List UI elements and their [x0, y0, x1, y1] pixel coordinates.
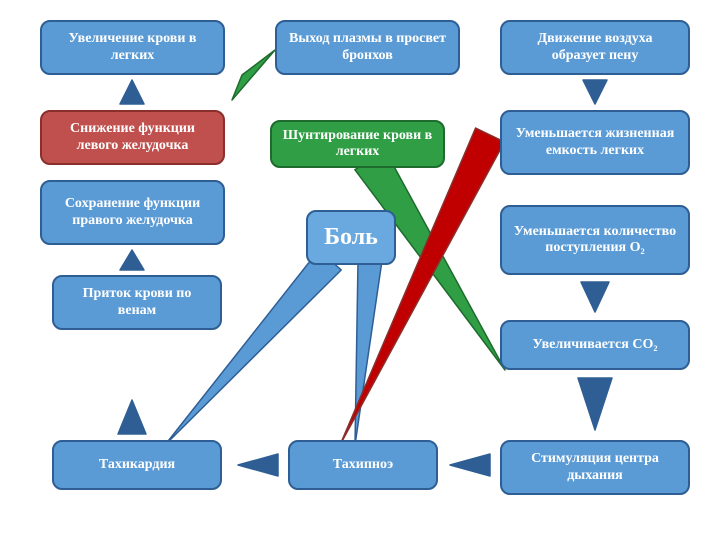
node-label: Уменьшается жизненная емкость легких [510, 126, 680, 158]
node-tachypnea: Тахипноэ [288, 440, 438, 490]
node-label: Снижение функции левого желудочка [50, 121, 215, 153]
node-label: Боль [324, 224, 378, 252]
node-pain-center: Боль [306, 210, 396, 265]
node-label: Увеличивается CO₂ [532, 337, 657, 353]
node-label: Движение воздуха образует пену [510, 31, 680, 63]
node-label: Тахипноэ [333, 457, 393, 473]
node-air-foam: Движение воздуха образует пену [500, 20, 690, 75]
node-co2-increase: Увеличивается CO₂ [500, 320, 690, 370]
node-tachycardia: Тахикардия [52, 440, 222, 490]
node-label: Сохранение функции правого желудочка [50, 196, 215, 228]
node-label: Шунтирование крови в легких [280, 128, 435, 160]
node-label: Тахикардия [99, 457, 175, 473]
node-shunting-lungs: Шунтирование крови в легких [270, 120, 445, 168]
node-label: Выход плазмы в просвет бронхов [285, 31, 450, 63]
node-vital-capacity-decrease: Уменьшается жизненная емкость легких [500, 110, 690, 175]
node-label: Приток крови по венам [62, 286, 212, 318]
node-left-ventricle-decrease: Снижение функции левого желудочка [40, 110, 225, 165]
node-blood-increase-lungs: Увеличение крови в легких [40, 20, 225, 75]
node-label: Уменьшается количество поступления O₂ [510, 224, 680, 256]
node-o2-decrease: Уменьшается количество поступления O₂ [500, 205, 690, 275]
node-label: Стимуляция центра дыхания [510, 451, 680, 483]
node-label: Увеличение крови в легких [50, 31, 215, 63]
node-venous-inflow: Приток крови по венам [52, 275, 222, 330]
node-plasma-into-bronchi: Выход плазмы в просвет бронхов [275, 20, 460, 75]
node-right-ventricle-preserve: Сохранение функции правого желудочка [40, 180, 225, 245]
node-breathing-center-stim: Стимуляция центра дыхания [500, 440, 690, 495]
diagram-stage: Увеличение крови в легких Снижение функц… [0, 0, 720, 540]
